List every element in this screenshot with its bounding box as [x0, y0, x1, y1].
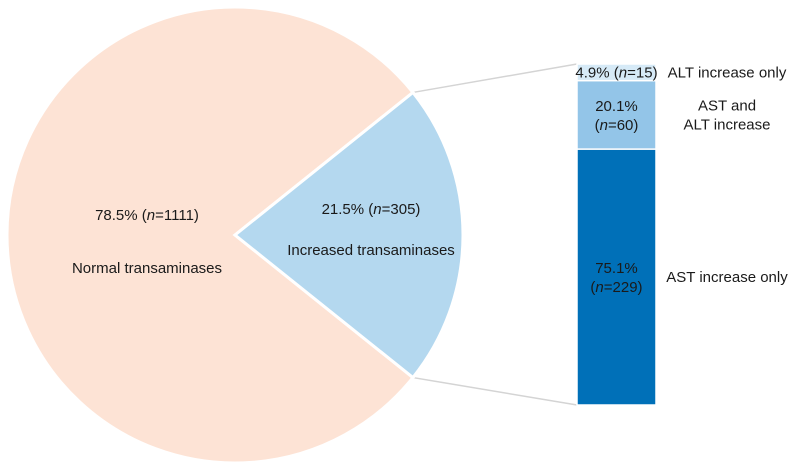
pie-label-normal-name: Normal transaminases — [72, 260, 222, 277]
pie-slice-increased — [232, 90, 465, 380]
breakdown-legend: ALT increase only AST and ALT increase AST … — [666, 64, 788, 286]
breakdown-bar — [576, 63, 657, 406]
pie-label-increased-name: Increased transaminases — [287, 242, 455, 259]
bar-label-ast_alt-percent: 20.1% — [595, 98, 638, 115]
bar-label-ast_only-n: (n=229) — [590, 279, 642, 296]
legend-alt_only-line-0: ALT increase only — [668, 64, 787, 81]
bar-segment-ast_only — [576, 148, 657, 406]
bar-label-ast_only-percent: 75.1% — [595, 260, 638, 277]
legend-ast_alt-line-1: ALT increase — [684, 116, 771, 133]
bar-label-ast_alt-n: (n=60) — [595, 117, 639, 134]
pie — [5, 5, 465, 465]
connector-bottom — [412, 376, 578, 406]
legend-ast_alt-line-0: AST and — [698, 97, 756, 114]
breakdown-bar-labels: 4.9% (n=15) 20.1% (n=60) 75.1% (n=229) — [575, 64, 657, 296]
bar-label-alt_only: 4.9% (n=15) — [575, 64, 657, 81]
pie-labels: 78.5% (n=1111) Normal transaminases 21.5% … — [72, 201, 455, 277]
legend-ast_only-line-0: AST increase only — [666, 269, 788, 286]
connector-lines — [412, 63, 578, 406]
pie-label-increased-value: 21.5% (n=305) — [322, 201, 421, 218]
pie-slice-normal — [5, 5, 416, 465]
pie-label-normal-value: 78.5% (n=1111) — [95, 207, 199, 224]
connector-top — [412, 63, 578, 94]
